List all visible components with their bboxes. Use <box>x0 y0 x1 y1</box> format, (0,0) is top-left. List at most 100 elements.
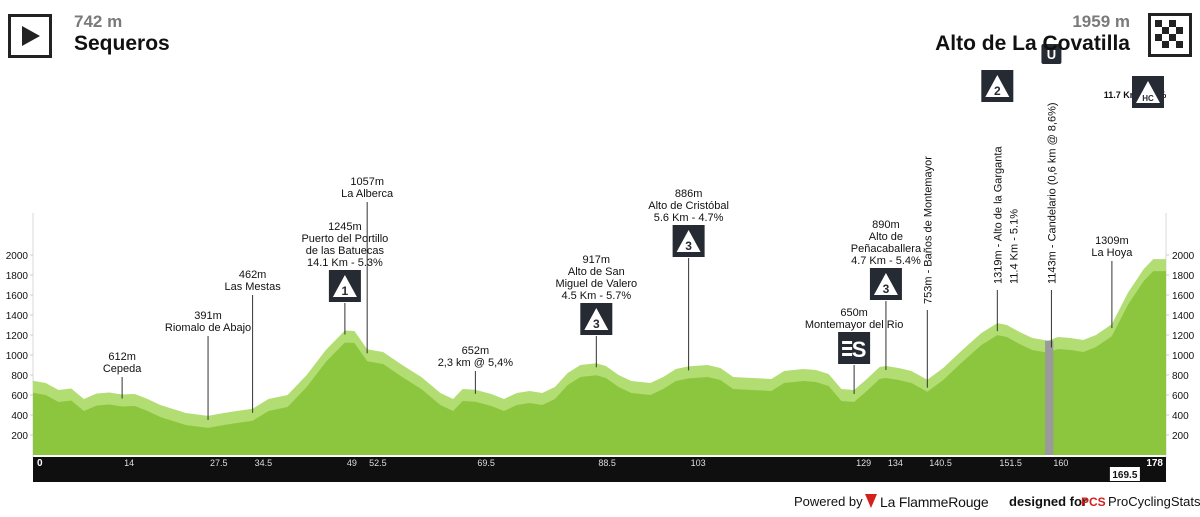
point-label: 14.1 Km - 5.3% <box>307 257 383 269</box>
icon-triangle <box>985 75 1010 97</box>
start-altitude: 742 m <box>74 12 123 31</box>
point-label: 890m <box>872 219 900 231</box>
point-label: 5.6 Km - 4.7% <box>654 212 724 224</box>
col-icon-bg <box>1041 44 1062 64</box>
x-tick-label: 49 <box>347 458 357 468</box>
y-tick-label-left: 400 <box>11 411 28 422</box>
x-tick-label: 140.5 <box>929 458 952 468</box>
y-tick-label-left: 600 <box>11 391 28 402</box>
flamme-rouge-brand: La FlammeRouge <box>880 494 989 510</box>
icon-category: 3 <box>593 317 600 331</box>
x-tick-label: 134 <box>888 458 903 468</box>
x-tick-label: 103 <box>691 458 706 468</box>
point-label: de las Batuecas <box>306 245 385 257</box>
icon-category: HC <box>1142 94 1154 103</box>
flamme-rouge-icon <box>865 494 877 508</box>
y-tick-label-left: 1800 <box>6 271 29 282</box>
x-tick-label: 14 <box>124 458 134 468</box>
icon-triangle <box>332 275 357 297</box>
point-label: Puerto del Portillo <box>301 233 388 245</box>
km-to-go-box <box>1109 467 1140 481</box>
start-name: Sequeros <box>74 32 170 55</box>
powered-by-label: Powered by <box>794 494 863 509</box>
y-tick-label-left: 1400 <box>6 311 29 322</box>
y-tick-label-right: 1400 <box>1172 311 1195 322</box>
point-label: 612m <box>108 351 136 363</box>
icon-letter: S <box>852 337 867 362</box>
designed-for-label: designed for <box>1009 494 1088 509</box>
y-tick-label-left: 1000 <box>6 351 29 362</box>
pcs-brand: ProCyclingStats <box>1108 494 1200 509</box>
vertical-label: 1319m - Alto de la Garganta <box>992 146 1004 284</box>
icon-triangle <box>676 230 701 252</box>
icon-category: 3 <box>685 239 692 253</box>
y-tick-label-left: 200 <box>11 431 28 442</box>
category-icon: 1 <box>328 270 361 302</box>
point-label: Miguel de Valero <box>555 278 637 290</box>
icon-stripe <box>842 353 853 356</box>
point-label: 391m <box>194 310 222 322</box>
climb-icons: 1 3 3 S 3 2 U HC <box>328 44 1164 364</box>
profile-area-main <box>33 271 1166 455</box>
y-tick-label-right: 1800 <box>1172 271 1195 282</box>
y-tick-label-right: 200 <box>1172 431 1189 442</box>
x-tick-label: 129 <box>856 458 871 468</box>
point-label: Montemayor del Rio <box>805 319 903 331</box>
y-tick-label-left: 800 <box>11 371 28 382</box>
point-label: Alto de Cristóbal <box>648 200 729 212</box>
y-tick-label-right: 600 <box>1172 391 1189 402</box>
distance-bar-bg <box>33 457 1166 482</box>
icon-triangle <box>873 273 898 295</box>
point-label: Cepeda <box>103 363 142 375</box>
point-label: 4.5 Km - 5.7% <box>561 290 631 302</box>
marker-lines <box>121 202 1113 420</box>
y-tick-label-right: 2000 <box>1172 251 1195 262</box>
point-label: La Alberca <box>341 188 394 200</box>
y-tick-label-right: 800 <box>1172 371 1189 382</box>
point-label: 917m <box>583 254 611 266</box>
x-tick-label: 178 <box>1146 458 1163 469</box>
category-hc-icon: HC <box>1132 76 1164 108</box>
start-icon <box>8 14 52 58</box>
icon-stripe <box>842 347 853 350</box>
col-icon: U <box>1041 44 1062 64</box>
distance-bar: 0 14 27.5 34.5 49 52.5 69.5 88.5 103 129 134 140.5 1… <box>33 457 1166 482</box>
finish-altitude: 1959 m <box>1072 12 1130 31</box>
point-label: La Hoya <box>1091 247 1133 259</box>
pcs-logo-text: PCS <box>1081 495 1106 509</box>
y-tick-label-left: 1600 <box>6 291 29 302</box>
point-label: Alto de San <box>568 266 625 278</box>
icon-triangle <box>1136 81 1160 103</box>
y-tick-label-left: 1200 <box>6 331 29 342</box>
icon-stripe <box>842 341 853 344</box>
x-tick-label: 27.5 <box>210 458 228 468</box>
sprint-icon: S <box>838 332 871 364</box>
point-label: 652m <box>462 345 490 357</box>
y-tick-label-right: 1600 <box>1172 291 1195 302</box>
icon-triangle <box>584 308 609 330</box>
vertical-label: 11.4 Km - 5.1% <box>1008 209 1020 284</box>
icon-category: 1 <box>342 284 349 298</box>
point-label: 1309m <box>1095 235 1129 247</box>
icon-category: 3 <box>883 282 890 296</box>
y-tick-label-left: 2000 <box>6 251 29 262</box>
icon-category: 2 <box>994 84 1001 98</box>
col-icon-letter: U <box>1047 47 1056 62</box>
steep-section-highlight <box>1045 340 1054 455</box>
category-icon: 3 <box>580 303 613 335</box>
x-tick-label: 151.5 <box>999 458 1022 468</box>
x-tick-label: 88.5 <box>598 458 616 468</box>
point-label: 1245m <box>328 221 362 233</box>
x-tick-label: 69.5 <box>477 458 495 468</box>
category-2-icon: 2 <box>981 70 1014 102</box>
point-label: 650m <box>840 307 868 319</box>
x-tick-label: 52.5 <box>369 458 387 468</box>
finish-name: Alto de La Covatilla <box>935 32 1130 55</box>
point-label: 4.7 Km - 5.4% <box>851 255 921 267</box>
x-tick-label: 0 <box>37 458 43 469</box>
point-label: Las Mestas <box>224 281 281 293</box>
point-label: 462m <box>239 269 267 281</box>
category-icon: 3 <box>672 225 705 257</box>
